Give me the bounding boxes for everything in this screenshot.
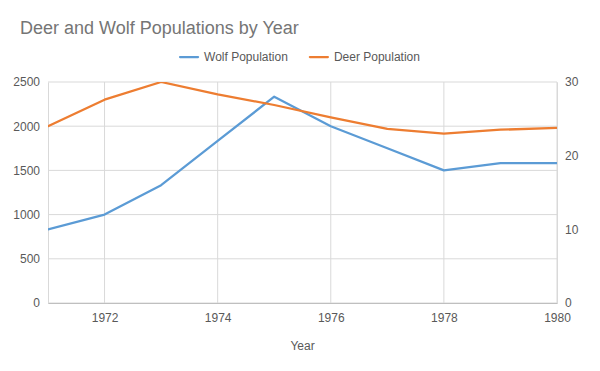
tick-label: 1500	[13, 164, 40, 178]
x-tick: 1976	[318, 303, 345, 325]
tick-label: 1978	[431, 311, 458, 325]
grid-line	[48, 82, 557, 83]
tick-label: 0	[33, 296, 40, 310]
tick-label: 30	[565, 75, 579, 89]
grid-line	[557, 82, 558, 303]
y-tick: 1000	[13, 208, 48, 222]
tick-label: 1000	[13, 208, 40, 222]
axis-line	[557, 83, 558, 304]
series-line	[48, 82, 557, 134]
plot: 0500100015002000250001020301972197419761…	[13, 75, 578, 324]
y2-tick: 30	[557, 75, 579, 89]
legend-label: Deer Population	[334, 50, 420, 64]
tick-label: 1974	[205, 311, 232, 325]
legend-item: Deer Population	[310, 50, 420, 64]
grid-line	[48, 258, 557, 259]
grid-line	[217, 82, 218, 303]
y-tick: 500	[20, 252, 48, 266]
grid-line	[48, 126, 557, 127]
x-tick: 1974	[205, 303, 232, 325]
y2-tick: 10	[557, 223, 579, 237]
title: Deer and Wolf Populations by Year	[20, 18, 299, 38]
y-axis: 0 500 1000 1500 2000 2500	[13, 75, 48, 310]
y2-tick: 20	[557, 149, 579, 163]
x-tick: 1980	[544, 303, 571, 325]
tick-label: 2000	[13, 120, 40, 134]
series	[48, 82, 557, 229]
axis-line	[49, 303, 558, 304]
grid-line	[330, 82, 331, 303]
y-tick: 0	[33, 296, 48, 310]
grid-line	[48, 214, 557, 215]
x-axis: 1972 1974 1976 1978 1980	[49, 303, 572, 325]
series-line	[48, 97, 557, 230]
x-tick: 1972	[92, 303, 119, 325]
tick-label: 0	[565, 296, 572, 310]
legend-label: Wolf Population	[204, 50, 288, 64]
y2-tick: 0	[557, 296, 572, 310]
legend: Wolf Population Deer Population	[180, 50, 420, 64]
tick-label: 1980	[544, 311, 571, 325]
x-tick: 1978	[431, 303, 458, 325]
tick-label: 1976	[318, 311, 345, 325]
y-tick: 2000	[13, 120, 48, 134]
tick-label: 10	[565, 223, 579, 237]
y-tick: 2500	[13, 75, 48, 89]
tick-label: 20	[565, 149, 579, 163]
tick-label: 500	[20, 252, 40, 266]
chart: Deer and Wolf Populations by Year0500100…	[0, 0, 600, 371]
grid-line	[443, 82, 444, 303]
y-tick: 1500	[13, 164, 48, 178]
legend-swatch	[180, 56, 198, 58]
legend-swatch	[310, 56, 328, 58]
grid-line	[48, 170, 557, 171]
grid-line	[48, 303, 557, 304]
y2-axis: 0 10 20 30	[557, 75, 579, 310]
tick-label: 2500	[13, 75, 40, 89]
x-axis-title: Year	[290, 339, 314, 353]
grid-line	[104, 82, 105, 303]
tick-label: 1972	[92, 311, 119, 325]
legend-item: Wolf Population	[180, 50, 288, 64]
grid	[48, 82, 557, 303]
axis-line	[48, 83, 49, 304]
